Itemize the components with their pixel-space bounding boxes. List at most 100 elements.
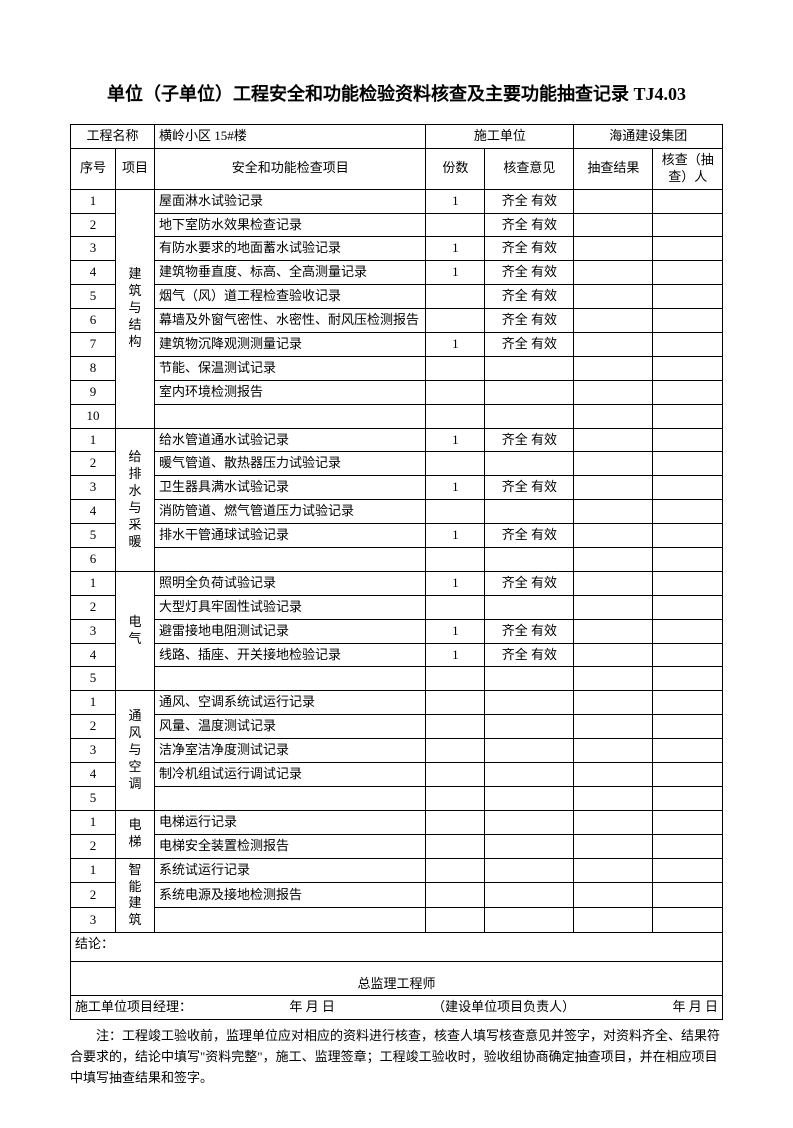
opinion-cell: 齐全 有效: [485, 524, 574, 548]
person-cell: [653, 404, 723, 428]
result-cell: [574, 858, 653, 883]
item-cell: [155, 908, 426, 933]
person-cell: [653, 619, 723, 643]
opinion-cell: [485, 763, 574, 787]
item-cell: [155, 548, 426, 572]
table-row: 3有防水要求的地面蓄水试验记录1齐全 有效: [71, 237, 723, 261]
result-cell: [574, 356, 653, 380]
opinion-cell: 齐全 有效: [485, 476, 574, 500]
result-cell: [574, 404, 653, 428]
result-cell: [574, 883, 653, 908]
copies-cell: [426, 715, 485, 739]
item-cell: 线路、插座、开关接地检验记录: [155, 643, 426, 667]
table-row: 2风量、温度测试记录: [71, 715, 723, 739]
seq-cell: 3: [71, 237, 116, 261]
item-cell: 电梯运行记录: [155, 810, 426, 834]
result-cell: [574, 476, 653, 500]
copies-cell: [426, 380, 485, 404]
seq-cell: 2: [71, 595, 116, 619]
copies-cell: [426, 691, 485, 715]
person-cell: [653, 452, 723, 476]
copies-cell: 1: [426, 619, 485, 643]
table-row: 1电气照明全负荷试验记录1齐全 有效: [71, 571, 723, 595]
item-cell: 通风、空调系统试运行记录: [155, 691, 426, 715]
item-cell: [155, 786, 426, 810]
person-cell: [653, 237, 723, 261]
person-cell: [653, 715, 723, 739]
person-cell: [653, 786, 723, 810]
pm-label: 施工单位项目经理：: [75, 999, 192, 1016]
copies-cell: 1: [426, 261, 485, 285]
table-row: 5: [71, 667, 723, 691]
item-cell: 节能、保温测试记录: [155, 356, 426, 380]
result-cell: [574, 189, 653, 213]
opinion-cell: 齐全 有效: [485, 189, 574, 213]
copies-cell: [426, 548, 485, 572]
result-cell: [574, 333, 653, 357]
person-cell: [653, 500, 723, 524]
result-cell: [574, 309, 653, 333]
item-cell: 制冷机组试运行调试记录: [155, 763, 426, 787]
table-row: 2电梯安全装置检测报告: [71, 834, 723, 858]
seq-cell: 3: [71, 619, 116, 643]
opinion-cell: 齐全 有效: [485, 619, 574, 643]
table-row: 1通风与空调通风、空调系统试运行记录: [71, 691, 723, 715]
seq-cell: 5: [71, 786, 116, 810]
item-cell: 给水管道通水试验记录: [155, 428, 426, 452]
copies-cell: [426, 500, 485, 524]
item-cell: 地下室防水效果检查记录: [155, 213, 426, 237]
conclusion-label: 结论：: [71, 933, 723, 962]
category-cell: 电梯: [116, 810, 155, 858]
table-row: 10: [71, 404, 723, 428]
opinion-cell: 齐全 有效: [485, 261, 574, 285]
table-row: 3避雷接地电阻测试记录1齐全 有效: [71, 619, 723, 643]
result-cell: [574, 285, 653, 309]
opinion-cell: 齐全 有效: [485, 333, 574, 357]
result-cell: [574, 261, 653, 285]
result-cell: [574, 571, 653, 595]
copies-cell: 1: [426, 428, 485, 452]
seq-cell: 3: [71, 476, 116, 500]
seq-cell: 10: [71, 404, 116, 428]
seq-cell: 4: [71, 763, 116, 787]
opinion-cell: [485, 667, 574, 691]
copies-cell: [426, 763, 485, 787]
col-cat: 项目: [116, 148, 155, 189]
person-cell: [653, 643, 723, 667]
copies-cell: 1: [426, 333, 485, 357]
copies-cell: 1: [426, 189, 485, 213]
seq-cell: 5: [71, 524, 116, 548]
category-cell: 通风与空调: [116, 691, 155, 810]
result-cell: [574, 667, 653, 691]
owner-label: （建设单位项目负责人）: [432, 999, 575, 1016]
table-row: 4消防管道、燃气管道压力试验记录: [71, 500, 723, 524]
seq-cell: 1: [71, 858, 116, 883]
item-cell: 大型灯具牢固性试验记录: [155, 595, 426, 619]
opinion-cell: 齐全 有效: [485, 285, 574, 309]
table-row: 3: [71, 908, 723, 933]
table-row: 1建筑与结构屋面淋水试验记录1齐全 有效: [71, 189, 723, 213]
copies-cell: [426, 356, 485, 380]
person-cell: [653, 428, 723, 452]
copies-cell: 1: [426, 571, 485, 595]
opinion-cell: 齐全 有效: [485, 571, 574, 595]
item-cell: 建筑物垂直度、标高、全高测量记录: [155, 261, 426, 285]
project-name-value: 横岭小区 15#楼: [155, 125, 426, 149]
copies-cell: [426, 285, 485, 309]
opinion-cell: [485, 500, 574, 524]
opinion-cell: 齐全 有效: [485, 643, 574, 667]
seq-cell: 2: [71, 452, 116, 476]
person-cell: [653, 858, 723, 883]
copies-cell: [426, 452, 485, 476]
copies-cell: 1: [426, 476, 485, 500]
result-cell: [574, 619, 653, 643]
person-cell: [653, 285, 723, 309]
person-cell: [653, 261, 723, 285]
table-row: 7建筑物沉降观测测量记录1齐全 有效: [71, 333, 723, 357]
result-cell: [574, 595, 653, 619]
copies-cell: [426, 834, 485, 858]
copies-cell: [426, 309, 485, 333]
col-item: 安全和功能检查项目: [155, 148, 426, 189]
seq-cell: 4: [71, 643, 116, 667]
seq-cell: 6: [71, 309, 116, 333]
